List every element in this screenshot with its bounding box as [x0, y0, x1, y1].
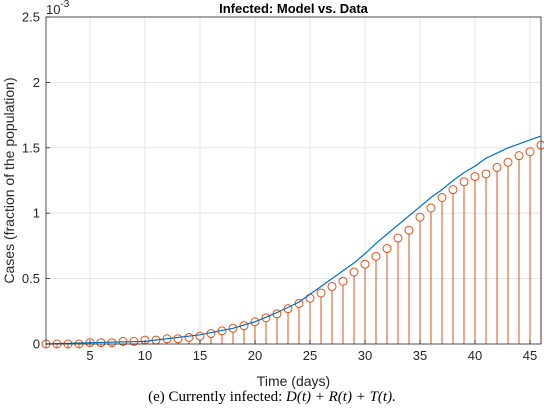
- x-tick-label-5: 30: [358, 348, 372, 363]
- data-point-41: [481, 169, 491, 179]
- data-point-18: [228, 323, 238, 333]
- data-point-30: [360, 259, 370, 269]
- x-tick-label-3: 20: [248, 348, 262, 363]
- data-point-32: [382, 244, 392, 254]
- chart: 5 10 15 20 25 30 35 40 45 0 0.5 1 1.5 2 2.5 Infected: …: [1, 0, 544, 389]
- data-point-21: [261, 313, 271, 323]
- chart-title: Infected: Model vs. Data: [219, 1, 369, 16]
- y-tick-label-1: 0.5: [22, 271, 40, 286]
- data-point-39: [459, 177, 469, 187]
- data-point-26: [316, 288, 326, 298]
- y-exponent-base: 10: [46, 2, 60, 17]
- data-point-29: [349, 267, 359, 277]
- x-tick-label-2: 15: [193, 348, 207, 363]
- x-tick-label-8: 45: [523, 348, 537, 363]
- data-point-45: [525, 147, 535, 157]
- data-point-43: [503, 157, 513, 167]
- y-tick-label-5: 2.5: [22, 10, 40, 25]
- y-exponent-power: -3: [60, 0, 69, 10]
- plot-area-border: [45, 16, 542, 345]
- y-axis-label: Cases (fraction of the population): [1, 77, 17, 283]
- y-tick-label-4: 2: [33, 75, 40, 90]
- caption-text: (e) Currently infected:: [148, 389, 283, 405]
- data-point-38: [448, 185, 458, 195]
- data-point-35: [415, 212, 425, 222]
- x-tick-label-7: 40: [468, 348, 482, 363]
- data-point-40: [470, 172, 480, 182]
- model-line: [45, 135, 542, 345]
- y-tick-label-3: 1.5: [22, 140, 40, 155]
- caption-formula: D(t) + R(t) + T(t).: [286, 389, 396, 405]
- x-tick-label-1: 10: [138, 348, 152, 363]
- data-point-14: [184, 332, 194, 342]
- x-axis-label: Time (days): [257, 373, 330, 389]
- y-tick-label-2: 1: [33, 206, 40, 221]
- data-point-37: [437, 193, 447, 203]
- y-tick-label-0: 0: [33, 337, 40, 352]
- data-point-44: [514, 151, 524, 161]
- x-tick-label-4: 25: [303, 348, 317, 363]
- data-point-20: [250, 317, 260, 327]
- data-point-27: [327, 281, 337, 291]
- axis-ticks: 5 10 15 20 25 30 35 40 45 0 0.5 1 1.5 2 2.5: [22, 10, 537, 364]
- x-tick-label-0: 5: [86, 348, 93, 363]
- data-point-13: [173, 334, 183, 344]
- data-point-34: [404, 225, 414, 235]
- y-axis-exponent: 10-3: [46, 0, 70, 17]
- data-point-36: [426, 203, 436, 213]
- data-markers: [41, 140, 544, 349]
- x-tick-label-6: 35: [413, 348, 427, 363]
- data-point-28: [338, 276, 348, 286]
- data-point-42: [492, 162, 502, 172]
- grid: [46, 16, 541, 345]
- data-point-31: [371, 251, 381, 261]
- figure-caption: (e) Currently infected: D(t) + R(t) + T(…: [0, 389, 544, 406]
- data-point-33: [393, 233, 403, 243]
